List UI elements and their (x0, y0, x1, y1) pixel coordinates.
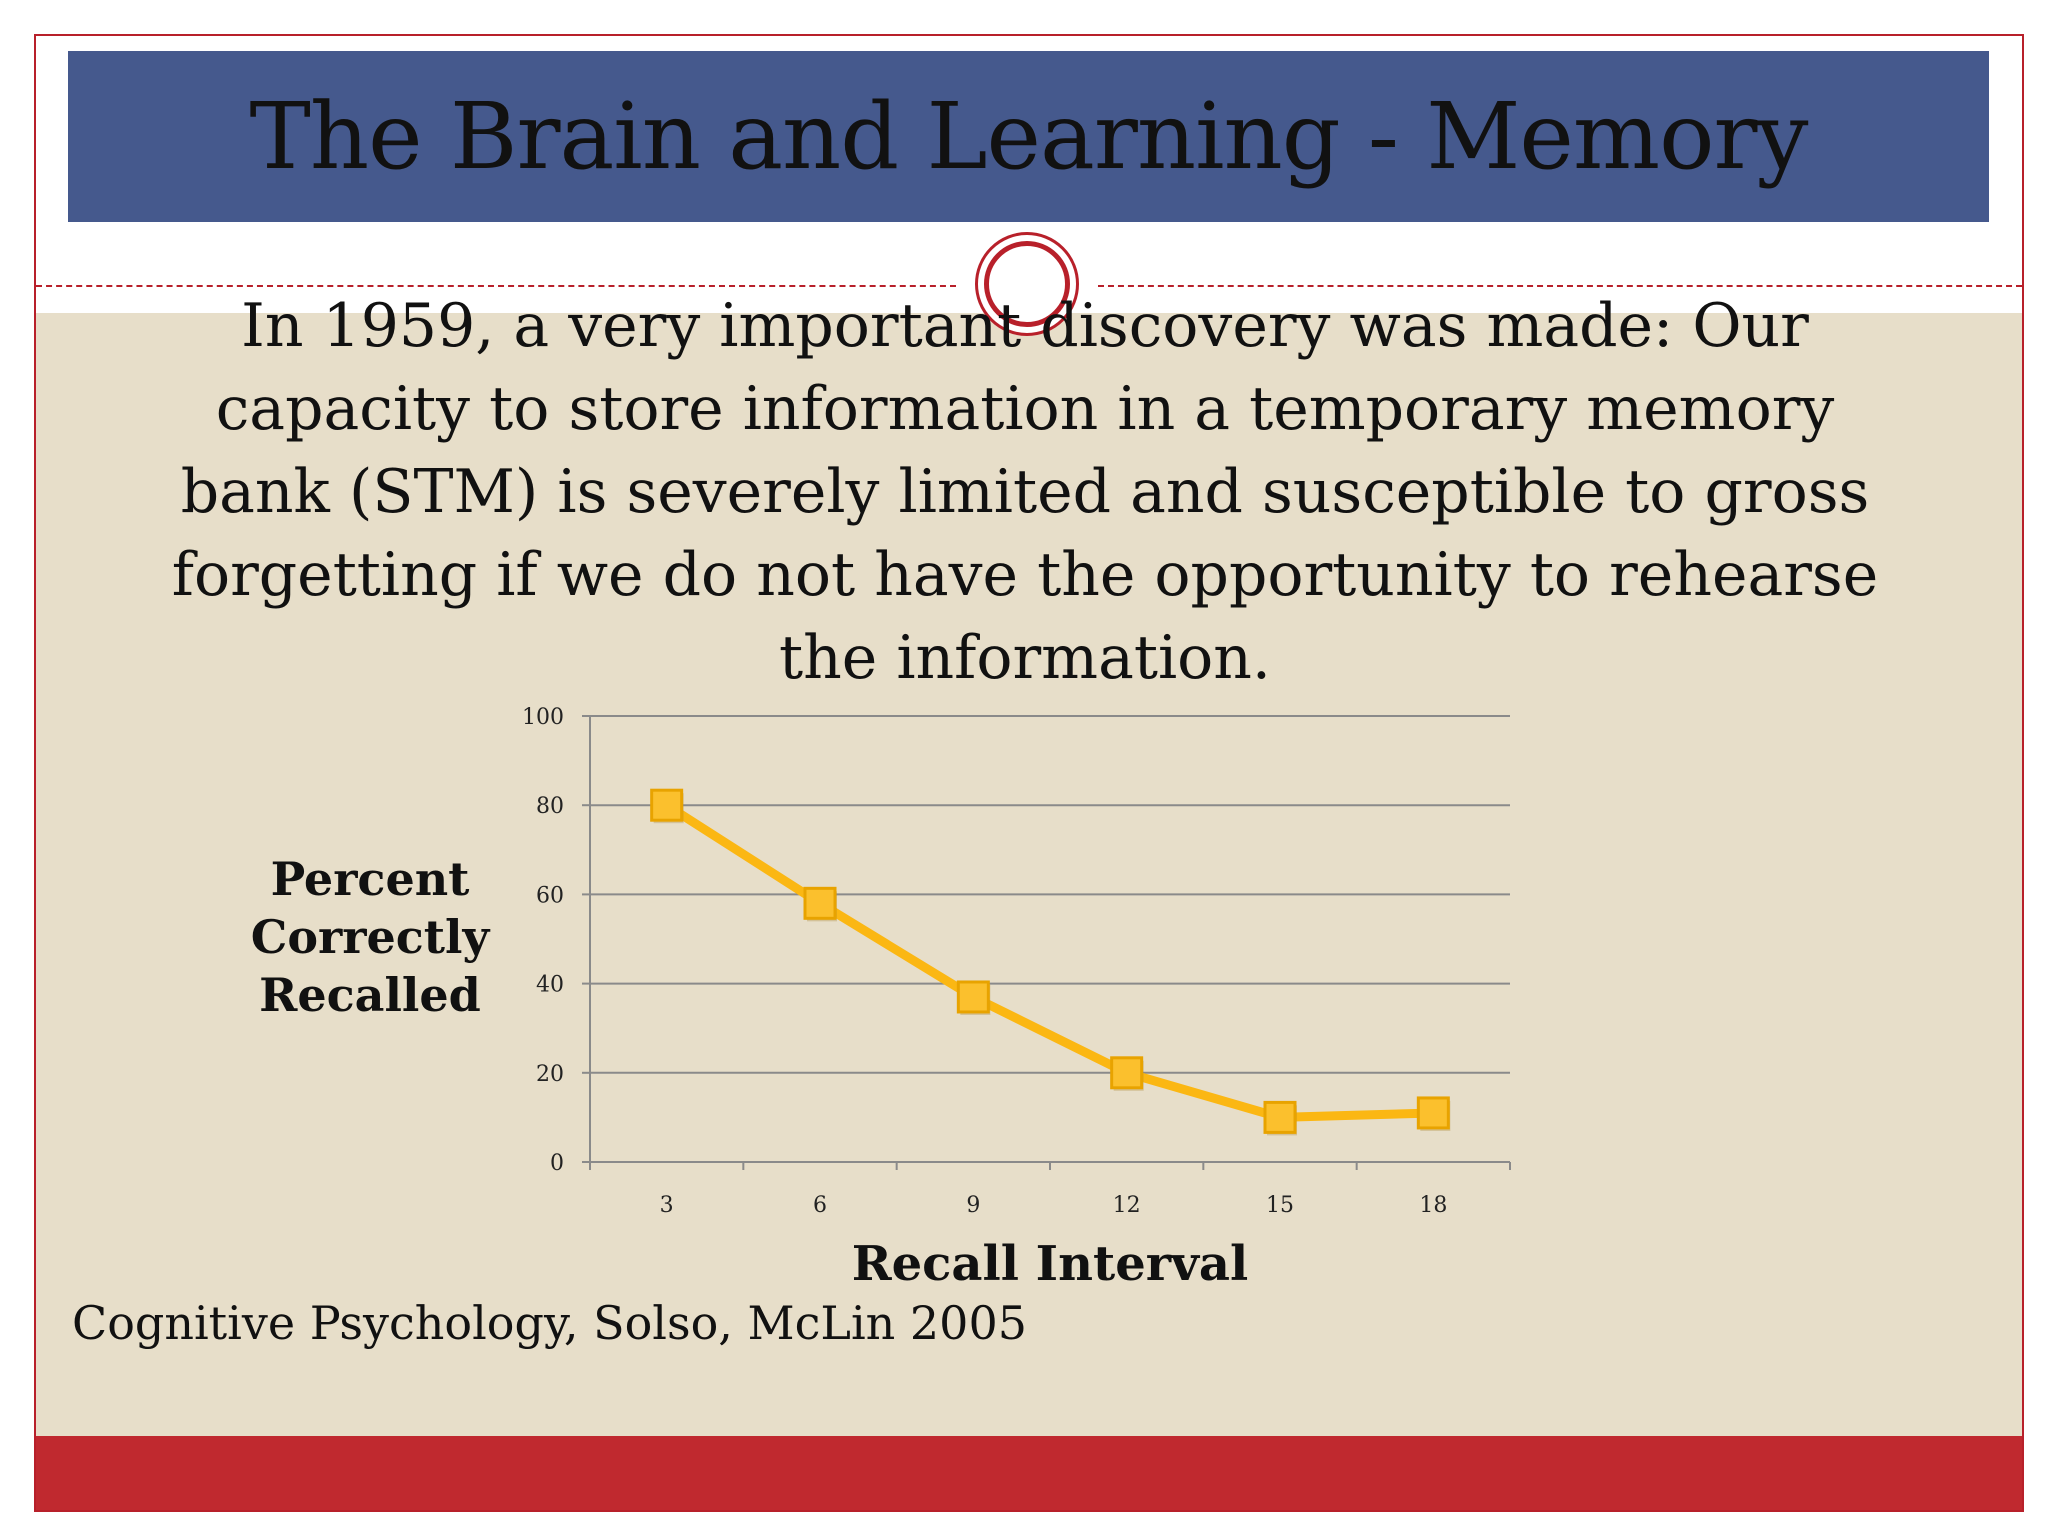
x-axis-label: Recall Interval (851, 1236, 1249, 1292)
axes (582, 715, 1511, 1170)
content-area (36, 313, 2022, 1436)
y-axis-label: Percent Correctly Recalled (250, 852, 490, 1022)
x-tick-label: 3 (660, 1193, 674, 1218)
source-citation: Cognitive Psychology, Solso, McLin 2005 (72, 1296, 1027, 1350)
y-tick-label: 0 (550, 1151, 564, 1176)
series (650, 788, 1451, 1136)
x-tick-label: 6 (813, 1193, 827, 1218)
x-tick-label: 12 (1113, 1193, 1141, 1218)
divider-left (36, 285, 956, 287)
y-tick-label: 40 (536, 973, 564, 998)
grid-lines (590, 715, 1510, 1074)
data-point (1110, 1056, 1144, 1090)
y-tick-label: 60 (536, 883, 564, 908)
slide-title: The Brain and Learning - Memory (249, 83, 1809, 190)
data-point (1263, 1100, 1297, 1134)
data-point (1416, 1096, 1450, 1130)
intro-text: In 1959, a very important discovery was … (171, 291, 1879, 693)
x-tick-label: 18 (1419, 1193, 1447, 1218)
x-tick-label: 9 (966, 1193, 980, 1218)
y-tick-label: 100 (522, 705, 564, 730)
y-tick-label: 20 (536, 1062, 564, 1087)
footer-band (36, 1436, 2022, 1510)
series-line (664, 801, 1434, 1122)
tick-labels: 0 20 40 60 80 100 3 6 9 12 15 18 (522, 705, 1447, 1218)
divider-right (1098, 285, 2022, 287)
data-point (956, 980, 990, 1014)
y-tick-label: 80 (536, 794, 564, 819)
data-point (650, 788, 684, 822)
x-tick-label: 15 (1266, 1193, 1294, 1218)
title-bar: The Brain and Learning - Memory (68, 51, 1989, 222)
data-point (803, 886, 837, 920)
divider-ring-inner (984, 241, 1070, 327)
